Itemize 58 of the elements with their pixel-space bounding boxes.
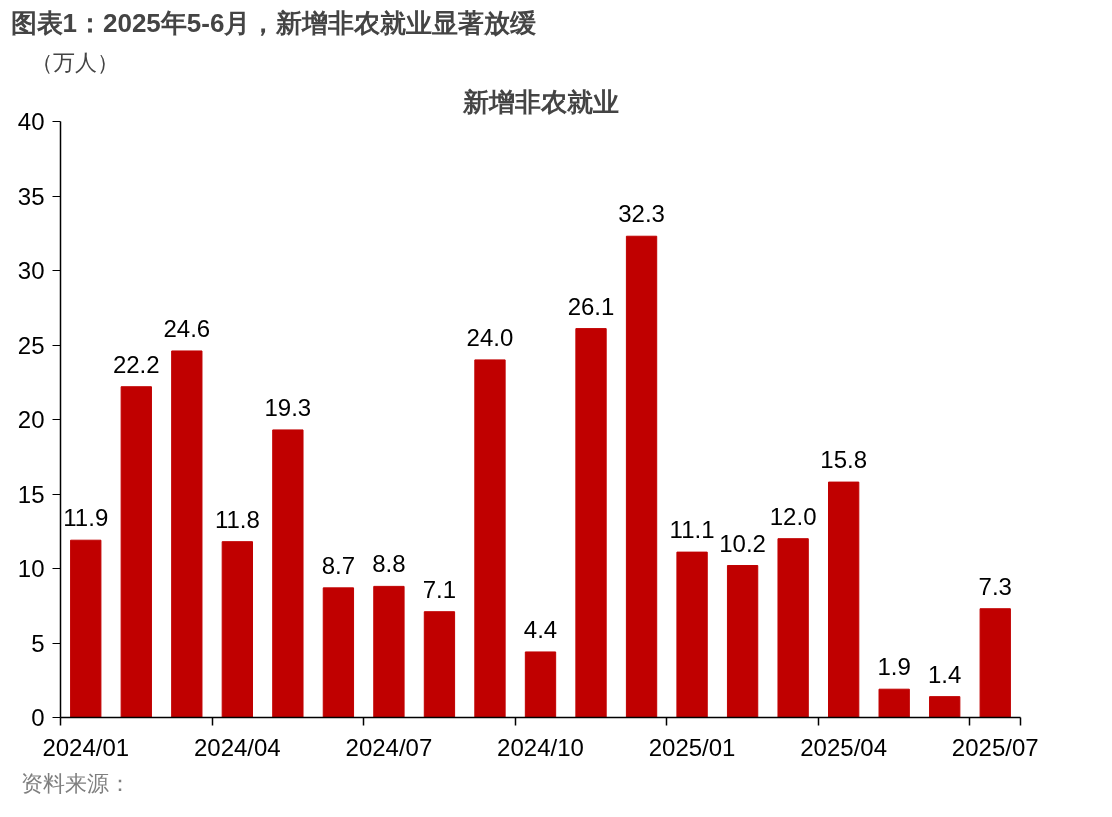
- data-label: 11.8: [214, 505, 260, 533]
- data-label: 8.7: [321, 551, 356, 579]
- bar: [171, 350, 203, 718]
- x-tick-label: 2025/07: [951, 733, 1039, 761]
- x-tick-label: 2024/01: [42, 733, 130, 761]
- chart-title: 图表1：2025年5-6月，新增非农就业显著放缓: [10, 7, 537, 38]
- x-tick-label: 2024/10: [497, 733, 584, 761]
- bar: [777, 538, 809, 718]
- y-tick-label: 5: [31, 629, 45, 657]
- data-label: 11.1: [669, 516, 715, 544]
- bar: [828, 481, 860, 718]
- y-tick-label: 35: [17, 182, 45, 210]
- data-label: 8.8: [372, 550, 406, 578]
- y-tick-label: 25: [17, 331, 45, 359]
- text: 资料来源：: [20, 770, 131, 796]
- data-label: 24.0: [466, 323, 514, 351]
- data-label: 4.4: [523, 615, 558, 643]
- bar: [676, 551, 708, 718]
- y-tick-label: 15: [17, 480, 45, 508]
- bar: [120, 386, 152, 718]
- data-label: 11.9: [63, 504, 109, 532]
- data-label: 22.2: [112, 350, 160, 378]
- bar: [878, 688, 910, 718]
- bar: [70, 539, 102, 718]
- data-label: 15.8: [820, 446, 868, 474]
- x-tick-label: 2024/04: [193, 733, 281, 761]
- data-label: 32.3: [618, 200, 665, 228]
- data-label: 1.9: [877, 653, 911, 681]
- x-tick-label: 2024/07: [345, 733, 433, 761]
- y-tick-label: 30: [17, 257, 45, 284]
- y-tick-label: 40: [17, 108, 45, 135]
- bar: [272, 429, 304, 718]
- bar: [625, 235, 658, 718]
- y-tick-label: 20: [17, 406, 45, 433]
- bar: [979, 608, 1011, 718]
- chart-subtitle: 新增非农就业: [461, 86, 619, 117]
- data-label: 7.3: [978, 572, 1012, 600]
- bar: [474, 359, 506, 718]
- y-axis-title: （万人）: [30, 49, 119, 75]
- bar: [726, 565, 759, 718]
- data-label: 12.0: [769, 502, 817, 530]
- data-label: 7.1: [422, 575, 457, 603]
- x-tick-label: 2025/01: [648, 733, 736, 761]
- data-label: 19.3: [264, 393, 312, 421]
- bar: [322, 587, 355, 718]
- data-label: 10.2: [719, 529, 766, 557]
- bar: [423, 611, 456, 718]
- bar: [221, 541, 253, 718]
- data-label: 1.4: [928, 660, 962, 688]
- y-tick-label: 0: [31, 704, 45, 731]
- bar: [575, 328, 607, 718]
- bar: [524, 651, 557, 718]
- bar: [373, 585, 405, 718]
- y-tick-label: 10: [17, 555, 45, 582]
- data-label: 26.1: [567, 292, 615, 320]
- bar: [929, 696, 961, 718]
- data-label: 24.6: [163, 314, 211, 342]
- x-tick-label: 2025/04: [800, 733, 888, 761]
